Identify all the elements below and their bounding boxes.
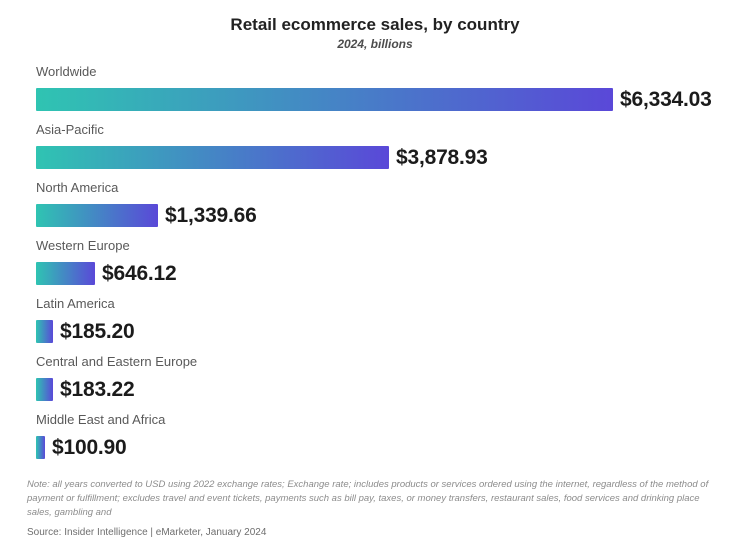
chart-subtitle: 2024, billions [337, 37, 413, 51]
value-label: $100.90 [52, 435, 127, 459]
bar [36, 378, 53, 401]
category-label: Middle East and Africa [36, 412, 166, 427]
value-label: $6,334.03 [620, 87, 712, 111]
category-label: Western Europe [36, 238, 130, 253]
chart-footer: Note: all years converted to USD using 2… [27, 478, 723, 538]
bar-row: North America $1,339.66 [36, 180, 750, 227]
category-label: Latin America [36, 296, 115, 311]
bar-line: $3,878.93 [36, 146, 750, 169]
bar [36, 436, 45, 459]
bar [36, 88, 613, 111]
value-label: $3,878.93 [396, 145, 488, 169]
category-label: Asia-Pacific [36, 122, 104, 137]
bar-row: Worldwide $6,334.03 [36, 64, 750, 111]
bar [36, 146, 389, 169]
bar [36, 204, 158, 227]
bar-line: $183.22 [36, 378, 750, 401]
bar-chart: Worldwide $6,334.03 Asia-Pacific $3,878.… [36, 64, 750, 459]
bar-line: $1,339.66 [36, 204, 750, 227]
value-label: $185.20 [60, 319, 135, 343]
chart-source: Source: Insider Intelligence | eMarketer… [27, 527, 267, 538]
bar-row: Central and Eastern Europe $183.22 [36, 354, 750, 401]
bar-row: Western Europe $646.12 [36, 238, 750, 285]
chart-title: Retail ecommerce sales, by country [230, 15, 520, 34]
value-label: $183.22 [60, 377, 135, 401]
category-label: Central and Eastern Europe [36, 354, 198, 369]
value-label: $646.12 [102, 261, 177, 285]
bar-row: Middle East and Africa $100.90 [36, 412, 750, 459]
bar-line: $185.20 [36, 320, 750, 343]
chart-header: Retail ecommerce sales, by country 2024,… [0, 0, 750, 53]
category-label: North America [36, 180, 119, 195]
bar-line: $100.90 [36, 436, 750, 459]
bar-row: Asia-Pacific $3,878.93 [36, 122, 750, 169]
bar-row: Latin America $185.20 [36, 296, 750, 343]
bar [36, 320, 53, 343]
chart-note: Note: all years converted to USD using 2… [27, 479, 709, 518]
value-label: $1,339.66 [165, 203, 257, 227]
bar-line: $6,334.03 [36, 88, 750, 111]
bar-line: $646.12 [36, 262, 750, 285]
bar [36, 262, 95, 285]
category-label: Worldwide [36, 64, 97, 79]
